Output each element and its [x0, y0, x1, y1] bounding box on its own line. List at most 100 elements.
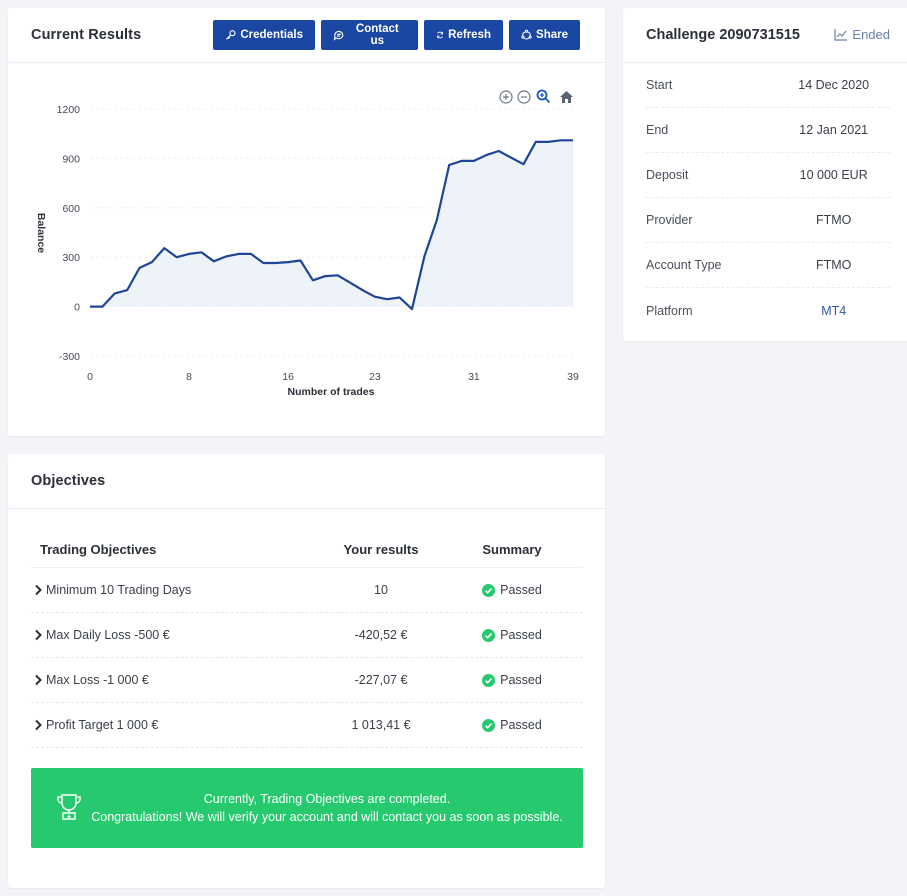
y-tick-label: 1200: [57, 104, 81, 116]
header-trading-objectives: Trading Objectives: [40, 542, 157, 557]
zoom-out-icon[interactable]: [515, 88, 532, 105]
credentials-button[interactable]: Credentials: [213, 20, 315, 50]
info-label: Platform: [646, 303, 693, 318]
info-value: 14 Dec 2020: [798, 78, 870, 92]
objective-row[interactable]: Max Daily Loss -500 € -420,52 € Passed: [31, 613, 583, 658]
refresh-label: Refresh: [448, 29, 491, 41]
challenge-info-row: Deposit 10 000 EUR: [646, 153, 890, 198]
challenge-info-row: End 12 Jan 2021: [646, 108, 890, 153]
objective-cell: Minimum 10 Trading Days: [31, 583, 321, 597]
objective-result: -420,52 €: [354, 628, 408, 642]
x-tick-label: 23: [369, 371, 381, 383]
trophy-icon: [57, 794, 81, 820]
objective-result: 1 013,41 €: [351, 718, 411, 732]
info-value: 12 Jan 2021: [799, 123, 869, 137]
contact-us-button[interactable]: Contact us: [321, 20, 418, 50]
challenge-info-row: Platform MT4: [646, 288, 890, 333]
check-circle-icon: [482, 673, 496, 687]
chat-icon: [333, 30, 344, 41]
challenge-status-label: Ended: [852, 27, 890, 42]
info-label: Account Type: [646, 258, 722, 272]
objective-label: Max Loss -1 000 €: [46, 673, 149, 687]
objective-summary: Passed: [441, 628, 583, 642]
banner-line-1: Currently, Trading Objectives are comple…: [203, 792, 451, 806]
challenge-info-row: Account Type FTMO: [646, 243, 890, 288]
challenge-info-row: Provider FTMO: [646, 198, 890, 243]
info-value: 10 000 EUR: [799, 168, 868, 182]
objective-result: 10: [374, 583, 388, 597]
objective-label: Profit Target 1 000 €: [46, 718, 159, 732]
balance-line: [90, 139, 573, 311]
share-button[interactable]: Share: [509, 20, 580, 50]
y-tick-label: 900: [62, 153, 80, 165]
challenge-info-list: Start 14 Dec 2020 End 12 Jan 2021 Deposit 10 …: [623, 63, 907, 333]
info-label: Provider: [646, 213, 693, 227]
chevron-right-icon[interactable]: [31, 718, 45, 732]
current-results-header: Current Results Credentials Contact us R…: [8, 8, 605, 63]
x-tick-label: 0: [87, 371, 93, 383]
check-circle-icon: [482, 583, 496, 597]
challenge-title: Challenge 2090731515: [646, 27, 800, 43]
x-tick-label: 8: [186, 371, 192, 383]
home-icon[interactable]: [558, 88, 575, 105]
objectives-header: Objectives: [8, 454, 605, 509]
chart-line-icon: [834, 29, 848, 41]
objective-cell: Max Daily Loss -500 €: [31, 628, 321, 642]
info-label: Deposit: [646, 168, 689, 182]
objective-row[interactable]: Profit Target 1 000 € 1 013,41 € Passed: [31, 703, 583, 748]
balance-area: [90, 140, 573, 310]
refresh-icon: [437, 31, 444, 39]
y-tick-label: 300: [62, 252, 80, 264]
objective-cell: Profit Target 1 000 €: [31, 718, 321, 732]
x-tick-label: 16: [282, 371, 294, 383]
info-value: FTMO: [815, 213, 852, 227]
challenge-status: Ended: [834, 27, 890, 42]
objectives-card: Objectives Trading Objectives Your resul…: [8, 454, 605, 888]
credentials-label: Credentials: [240, 29, 303, 41]
banner-line-2: Congratulations! We will verify your acc…: [91, 810, 563, 824]
objective-row[interactable]: Minimum 10 Trading Days 10 Passed: [31, 568, 583, 613]
magnify-icon[interactable]: [535, 88, 552, 105]
x-tick-label: 31: [468, 371, 480, 383]
objectives-table: Trading Objectives Your results Summary …: [31, 532, 583, 748]
x-tick-label: 39: [567, 371, 579, 383]
objective-row[interactable]: Max Loss -1 000 € -227,07 € Passed: [31, 658, 583, 703]
objective-label: Minimum 10 Trading Days: [46, 583, 192, 597]
key-icon: [226, 30, 236, 40]
objective-summary: Passed: [441, 583, 583, 597]
summary-label: Passed: [500, 673, 542, 687]
y-axis-label: Balance: [35, 213, 47, 253]
objective-cell: Max Loss -1 000 €: [31, 673, 321, 687]
check-circle-icon: [482, 718, 496, 732]
balance-chart: 1200 900 600 300 0 -300 0 8 16 23 31 39 Number of tr…: [8, 63, 605, 436]
contact-us-label: Contact us: [355, 23, 399, 47]
info-label: End: [646, 123, 669, 137]
objective-summary: Passed: [441, 718, 583, 732]
share-icon: [521, 29, 532, 40]
objectives-title: Objectives: [31, 473, 106, 489]
chevron-right-icon[interactable]: [31, 673, 45, 687]
x-axis-label: Number of trades: [288, 386, 375, 398]
y-tick-label: 0: [74, 302, 80, 314]
objective-result: -227,07 €: [354, 673, 408, 687]
objectives-rows: Minimum 10 Trading Days 10 Passed Max Daily…: [31, 568, 583, 748]
summary-label: Passed: [500, 718, 542, 732]
balance-chart-svg: 1200 900 600 300 0 -300 0 8 16 23 31 39 Number of tr…: [35, 104, 579, 398]
summary-label: Passed: [500, 583, 542, 597]
y-tick-label: 600: [62, 203, 80, 215]
challenge-header: Challenge 2090731515 Ended: [623, 8, 907, 63]
chevron-right-icon[interactable]: [31, 583, 45, 597]
current-results-title: Current Results: [31, 27, 142, 43]
objective-label: Max Daily Loss -500 €: [46, 628, 170, 642]
objective-summary: Passed: [441, 673, 583, 687]
info-value: FTMO: [815, 258, 852, 272]
info-label: Start: [646, 78, 673, 92]
objectives-completed-banner: Currently, Trading Objectives are comple…: [31, 768, 583, 848]
challenge-info-row: Start 14 Dec 2020: [646, 63, 890, 108]
summary-label: Passed: [500, 628, 542, 642]
refresh-button[interactable]: Refresh: [424, 20, 503, 50]
challenge-card: Challenge 2090731515 Ended Start 14 Dec 2…: [623, 8, 907, 341]
share-label: Share: [536, 29, 568, 41]
chevron-right-icon[interactable]: [31, 628, 45, 642]
zoom-in-icon[interactable]: [497, 88, 514, 105]
